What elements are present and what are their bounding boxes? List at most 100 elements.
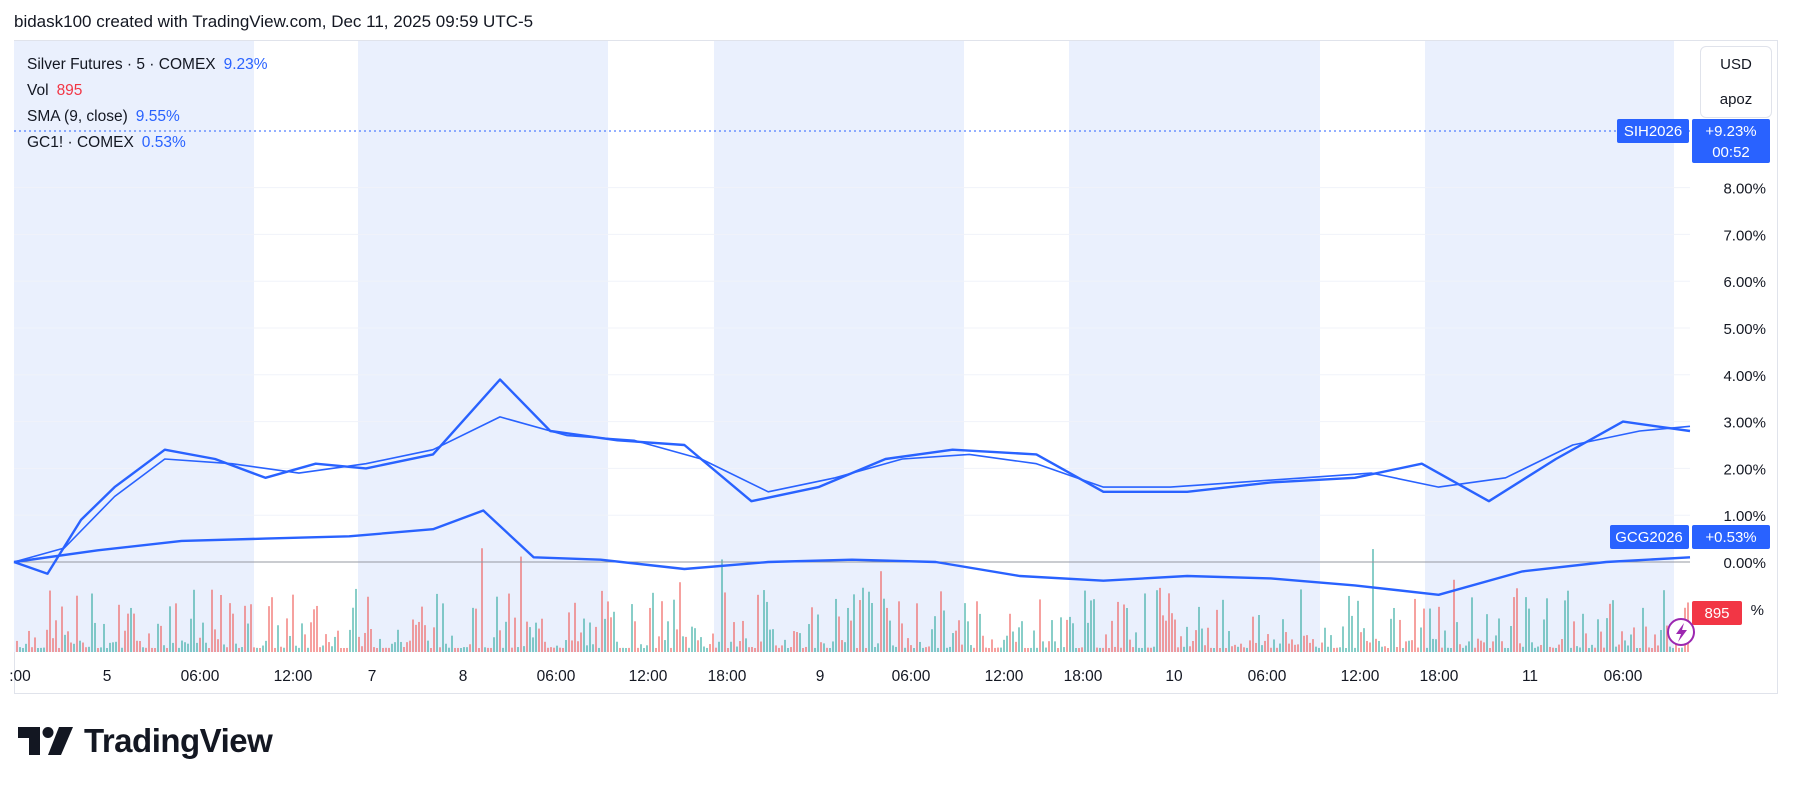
y-tick-label: 8.00%	[1723, 181, 1766, 198]
volume-bar	[1027, 647, 1029, 652]
volume-bar	[928, 646, 930, 652]
volume-bar	[1411, 640, 1413, 652]
volume-bar	[757, 594, 759, 652]
volume-bar	[298, 647, 300, 652]
volume-bar	[1222, 599, 1224, 652]
volume-bar	[754, 647, 756, 652]
volume-bar	[106, 648, 108, 652]
volume-bar	[79, 640, 81, 652]
volume-bar	[1276, 647, 1278, 652]
volume-bar	[1636, 647, 1638, 652]
legend-row-silver[interactable]: Silver Futures · 5 · COMEX 9.23%	[27, 52, 268, 78]
volume-bar	[1183, 646, 1185, 652]
volume-bar	[1156, 590, 1158, 652]
volume-bar	[1003, 639, 1005, 652]
legend-row-gold[interactable]: GC1! · COMEX 0.53%	[27, 130, 268, 156]
volume-bar	[1093, 599, 1095, 652]
volume-bar	[1120, 647, 1122, 652]
x-tick-label: 10	[1165, 668, 1183, 685]
volume-bar	[376, 647, 378, 652]
silver-symbol-tag-text: SIH2026	[1624, 123, 1682, 140]
volume-bar	[1153, 646, 1155, 652]
volume-bar	[736, 646, 738, 652]
volume-bar	[34, 637, 36, 652]
volume-bar	[460, 648, 462, 652]
volume-bar	[793, 631, 795, 652]
volume-bar	[775, 645, 777, 652]
volume-bar	[1135, 632, 1137, 652]
tradingview-logo[interactable]: TradingView	[18, 722, 273, 760]
volume-bar	[871, 603, 873, 652]
volume-bar	[295, 645, 297, 652]
legend-row-volume[interactable]: Vol 895	[27, 78, 268, 104]
volume-bar	[1225, 648, 1227, 652]
volume-bar	[247, 623, 249, 652]
legend-label: Vol	[27, 82, 49, 99]
lightning-icon[interactable]	[1667, 618, 1695, 646]
session-band	[714, 41, 964, 652]
volume-bar	[1633, 627, 1635, 652]
volume-bar	[1465, 645, 1467, 652]
volume-bar	[145, 647, 147, 652]
volume-bar	[1468, 641, 1470, 652]
gold-symbol-tag-text: GCG2026	[1615, 529, 1683, 546]
volume-bar	[1132, 647, 1134, 652]
volume-bar	[847, 607, 849, 652]
volume-bar	[1264, 640, 1266, 652]
volume-bar	[1330, 635, 1332, 652]
volume-bar	[1162, 615, 1164, 652]
y-tick-label: 7.00%	[1723, 227, 1766, 244]
volume-bar	[592, 644, 594, 652]
volume-bar	[1210, 647, 1212, 652]
volume-bar	[1126, 607, 1128, 652]
volume-bar	[49, 590, 51, 652]
volume-bar	[778, 647, 780, 652]
volume-bar	[1648, 647, 1650, 652]
x-tick-label: 06:00	[892, 668, 931, 685]
volume-bar	[829, 647, 831, 652]
volume-bar	[991, 639, 993, 652]
currency-label[interactable]: USD	[1720, 56, 1752, 73]
volume-bar	[1042, 641, 1044, 652]
volume-bar	[1297, 644, 1299, 652]
volume-bar	[205, 642, 207, 652]
volume-bar	[568, 612, 570, 652]
volume-bar	[1078, 647, 1080, 652]
volume-bar	[1300, 589, 1302, 652]
volume-bar	[808, 624, 810, 652]
volume-bar	[667, 621, 669, 652]
volume-bar	[61, 606, 63, 652]
currency-selector[interactable]: USD apoz	[1700, 46, 1772, 118]
volume-bar	[1036, 647, 1038, 652]
volume-bar	[715, 647, 717, 652]
volume-bar	[1012, 631, 1014, 652]
volume-bar	[811, 607, 813, 652]
volume-bar	[745, 638, 747, 652]
volume-bar	[1282, 619, 1284, 652]
volume-bar	[199, 637, 201, 652]
volume-bar	[691, 626, 693, 652]
chart-legend: Silver Futures · 5 · COMEX 9.23% Vol 895 S…	[27, 52, 268, 156]
legend-value: 895	[56, 82, 83, 99]
volume-bar	[1261, 645, 1263, 652]
volume-bar	[1174, 619, 1176, 652]
volume-bar	[1348, 595, 1350, 652]
volume-bar	[76, 595, 78, 652]
volume-bar	[103, 623, 105, 652]
scale-mode-label[interactable]: apoz	[1719, 91, 1753, 108]
volume-bar	[277, 625, 279, 652]
volume-bar	[1390, 618, 1392, 652]
legend-row-sma[interactable]: SMA (9, close) 9.55%	[27, 104, 268, 130]
volume-bar	[493, 637, 495, 652]
volume-bar	[178, 647, 180, 652]
volume-bar	[478, 647, 480, 652]
volume-bar	[1351, 615, 1353, 652]
volume-bar	[151, 647, 153, 652]
volume-bar	[1207, 627, 1209, 652]
volume-bar	[46, 629, 48, 652]
volume-bar	[316, 605, 318, 652]
volume-bar	[1168, 593, 1170, 652]
volume-bar	[1306, 635, 1308, 652]
volume-bar	[1459, 644, 1461, 652]
